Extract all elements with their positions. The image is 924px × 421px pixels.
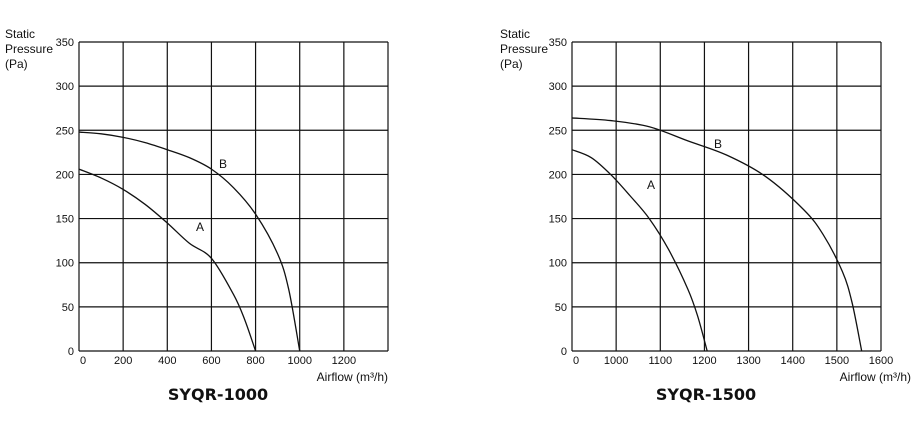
series-line-a	[78, 168, 257, 352]
x-tick-label: 1600	[869, 355, 893, 367]
x-tick-label: 1500	[825, 355, 849, 367]
y-axis-label: (Pa)	[500, 57, 523, 71]
x-tick-label: 800	[246, 355, 264, 367]
x-axis-label: Airflow (m³/h)	[317, 370, 388, 384]
grid	[571, 41, 882, 352]
y-tick-label: 100	[56, 258, 74, 270]
chart-2: 0 50 100 150 200 250 300 350 0 1000 1100 1200 1300 14…	[500, 27, 911, 404]
chart-title: SYQR-1000	[168, 385, 268, 404]
series-label-a: A	[647, 178, 655, 192]
y-tick-label: 300	[56, 81, 74, 93]
chart-1: 0 50 100 150 200 250 300 350 0 200 400 600 800 1000 12…	[5, 27, 389, 404]
x-tick-label: 600	[202, 355, 220, 367]
y-tick-label: 300	[549, 81, 567, 93]
x-tick-label: 1200	[692, 355, 716, 367]
y-tick-label: 50	[62, 302, 74, 314]
x-tick-label: 0	[80, 355, 86, 367]
y-tick-label: 0	[561, 346, 567, 358]
series-label-b: B	[219, 157, 227, 171]
series-label-b: B	[714, 137, 722, 151]
y-tick-label: 250	[56, 125, 74, 137]
x-tick-label: 1400	[780, 355, 804, 367]
x-tick-label: 1200	[332, 355, 356, 367]
x-tick-label: 1000	[604, 355, 628, 367]
y-tick-label: 0	[68, 346, 74, 358]
series-line-a	[571, 149, 708, 352]
chart-title: SYQR-1500	[656, 385, 756, 404]
y-axis-label: Pressure	[500, 42, 548, 56]
x-tick-label: 1300	[736, 355, 760, 367]
y-tick-label: 50	[555, 302, 567, 314]
x-tick-label: 400	[158, 355, 176, 367]
x-tick-label: 1100	[648, 355, 672, 367]
y-axis-label: Static	[5, 27, 35, 41]
x-axis-label: Airflow (m³/h)	[840, 370, 911, 384]
y-tick-label: 150	[549, 214, 567, 226]
x-tick-label: 1000	[287, 355, 311, 367]
y-tick-label: 250	[549, 125, 567, 137]
y-tick-label: 200	[549, 169, 567, 181]
series-line-b	[571, 117, 863, 352]
y-axis-label: Pressure	[5, 42, 53, 56]
y-tick-label: 200	[56, 169, 74, 181]
series-label-a: A	[196, 220, 204, 234]
y-axis-label: (Pa)	[5, 57, 28, 71]
y-tick-label: 350	[549, 37, 567, 49]
x-tick-label: 200	[114, 355, 132, 367]
y-axis-label: Static	[500, 27, 530, 41]
grid	[78, 41, 389, 352]
y-tick-label: 150	[56, 214, 74, 226]
x-tick-label: 0	[573, 355, 579, 367]
y-tick-label: 100	[549, 258, 567, 270]
y-tick-label: 350	[56, 37, 74, 49]
series-line-b	[78, 131, 301, 352]
